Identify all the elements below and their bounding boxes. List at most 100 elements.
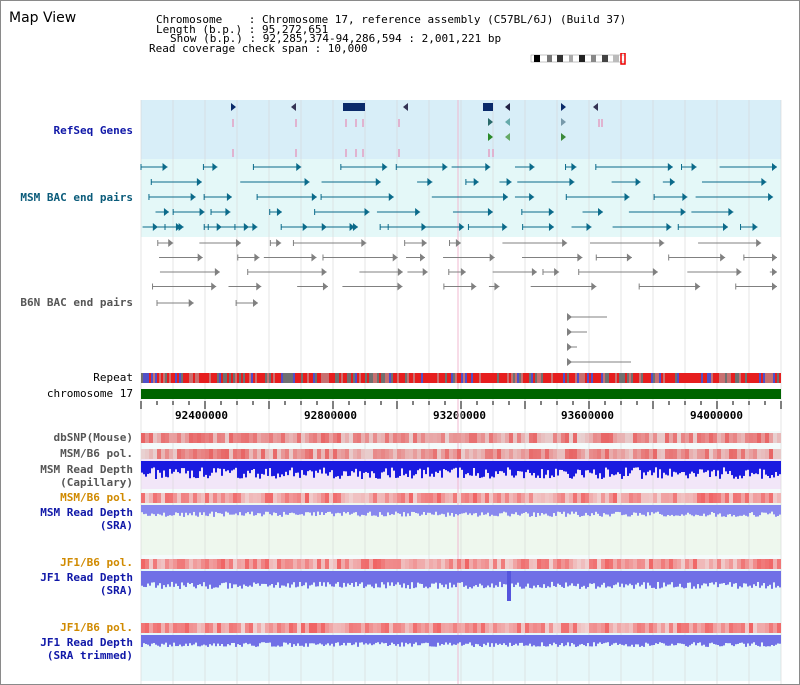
heat-cell [461, 433, 465, 443]
depth-bar [535, 635, 537, 647]
heat-cell [429, 493, 433, 503]
heat-cell [365, 449, 369, 459]
heat-cell [457, 449, 461, 459]
depth-bar [409, 505, 411, 516]
heat-cell [641, 433, 645, 443]
jf1-b6-pol-2-label[interactable]: JF1/B6 pol. [60, 621, 133, 634]
repeat-segment [357, 373, 359, 383]
depth-bar [497, 461, 499, 474]
depth-bar [409, 635, 411, 644]
jf1-read-depth-sra-label[interactable]: JF1 Read Depth (SRA) [40, 571, 133, 597]
msm-b6-pol-label[interactable]: MSM/B6 pol. [60, 447, 133, 460]
repeat-segment [421, 373, 423, 383]
depth-bar [421, 461, 423, 479]
depth-bar [595, 635, 597, 647]
heat-cell [597, 433, 601, 443]
jf1-read-depth-trimmed-label[interactable]: JF1 Read Depth (SRA trimmed) [40, 636, 133, 662]
heat-cell [205, 559, 209, 569]
repeat-segment [247, 373, 249, 383]
heat-cell [597, 559, 601, 569]
repeat-segment [375, 373, 377, 383]
depth-bar [217, 461, 219, 469]
heat-cell [493, 559, 497, 569]
heat-cell [745, 433, 749, 443]
gene-arrow [567, 313, 572, 321]
depth-bar [699, 571, 701, 589]
repeat-segment [301, 373, 303, 383]
repeat-segment [405, 373, 407, 383]
depth-bar [771, 635, 773, 645]
heat-cell [413, 623, 417, 633]
msm-read-depth-sra-label[interactable]: MSM Read Depth (SRA) [40, 506, 133, 532]
msm-bac-label[interactable]: MSM BAC end pairs [20, 191, 133, 204]
msm-read-depth-capillary-label[interactable]: MSM Read Depth (Capillary) [40, 463, 133, 489]
depth-bar [189, 635, 191, 644]
heat-cell [189, 493, 193, 503]
heat-cell [513, 493, 517, 503]
depth-bar [211, 505, 213, 512]
depth-bar [157, 571, 159, 586]
repeat-segment [687, 373, 689, 383]
heat-cell [169, 493, 173, 503]
depth-bar [329, 635, 331, 646]
heat-cell [589, 623, 593, 633]
depth-bar [523, 505, 525, 513]
depth-bar [639, 461, 641, 471]
depth-bar [147, 571, 149, 584]
msm-b6-pol-2-label[interactable]: MSM/B6 pol. [60, 491, 133, 504]
jf1-b6-pol-label[interactable]: JF1/B6 pol. [60, 556, 133, 569]
depth-bar [597, 505, 599, 514]
depth-bar [761, 635, 763, 643]
depth-bar [509, 505, 511, 517]
heat-cell [449, 493, 453, 503]
depth-bar [721, 461, 723, 475]
depth-bar [337, 571, 339, 583]
depth-bar [777, 461, 779, 476]
depth-bar [479, 571, 481, 584]
heat-cell [453, 623, 457, 633]
refseq-genes-label[interactable]: RefSeq Genes [53, 124, 133, 137]
heat-cell [385, 449, 389, 459]
depth-bar [735, 505, 737, 517]
depth-bar [671, 571, 673, 583]
depth-bar [597, 571, 599, 587]
dbsnp-label[interactable]: dbSNP(Mouse) [53, 431, 133, 444]
heat-cell [669, 623, 673, 633]
repeat-segment [447, 373, 449, 383]
gene-arrow [487, 208, 493, 216]
heat-cell [405, 449, 409, 459]
heat-cell [549, 623, 553, 633]
heat-cell [513, 449, 517, 459]
depth-bar [319, 571, 321, 582]
heat-cell [345, 493, 349, 503]
depth-bar [361, 571, 363, 583]
depth-bar [755, 571, 757, 587]
depth-bar [261, 571, 263, 584]
depth-bar [447, 571, 449, 589]
depth-bar [677, 461, 679, 475]
depth-bar [395, 571, 397, 585]
heat-cell [677, 623, 681, 633]
depth-bar [503, 505, 505, 512]
heat-cell [189, 623, 193, 633]
depth-bar [515, 635, 517, 644]
gene-arrow [375, 178, 381, 186]
repeat-segment [767, 373, 769, 383]
b6n-bac-label[interactable]: B6N BAC end pairs [20, 296, 133, 309]
depth-bar [697, 571, 699, 585]
depth-bar [379, 461, 381, 479]
heat-cell [529, 623, 533, 633]
chromosome-ideogram[interactable] [529, 53, 629, 65]
heat-cell [337, 623, 341, 633]
heat-cell [557, 559, 561, 569]
heat-cell [545, 493, 549, 503]
repeat-segment [163, 373, 165, 383]
depth-bar [195, 635, 197, 643]
repeat-segment [353, 373, 355, 383]
heat-cell [365, 433, 369, 443]
gene-arrow [361, 239, 367, 247]
depth-bar [535, 505, 537, 517]
gene-arrow [728, 208, 734, 216]
repeat-segment [547, 373, 549, 383]
